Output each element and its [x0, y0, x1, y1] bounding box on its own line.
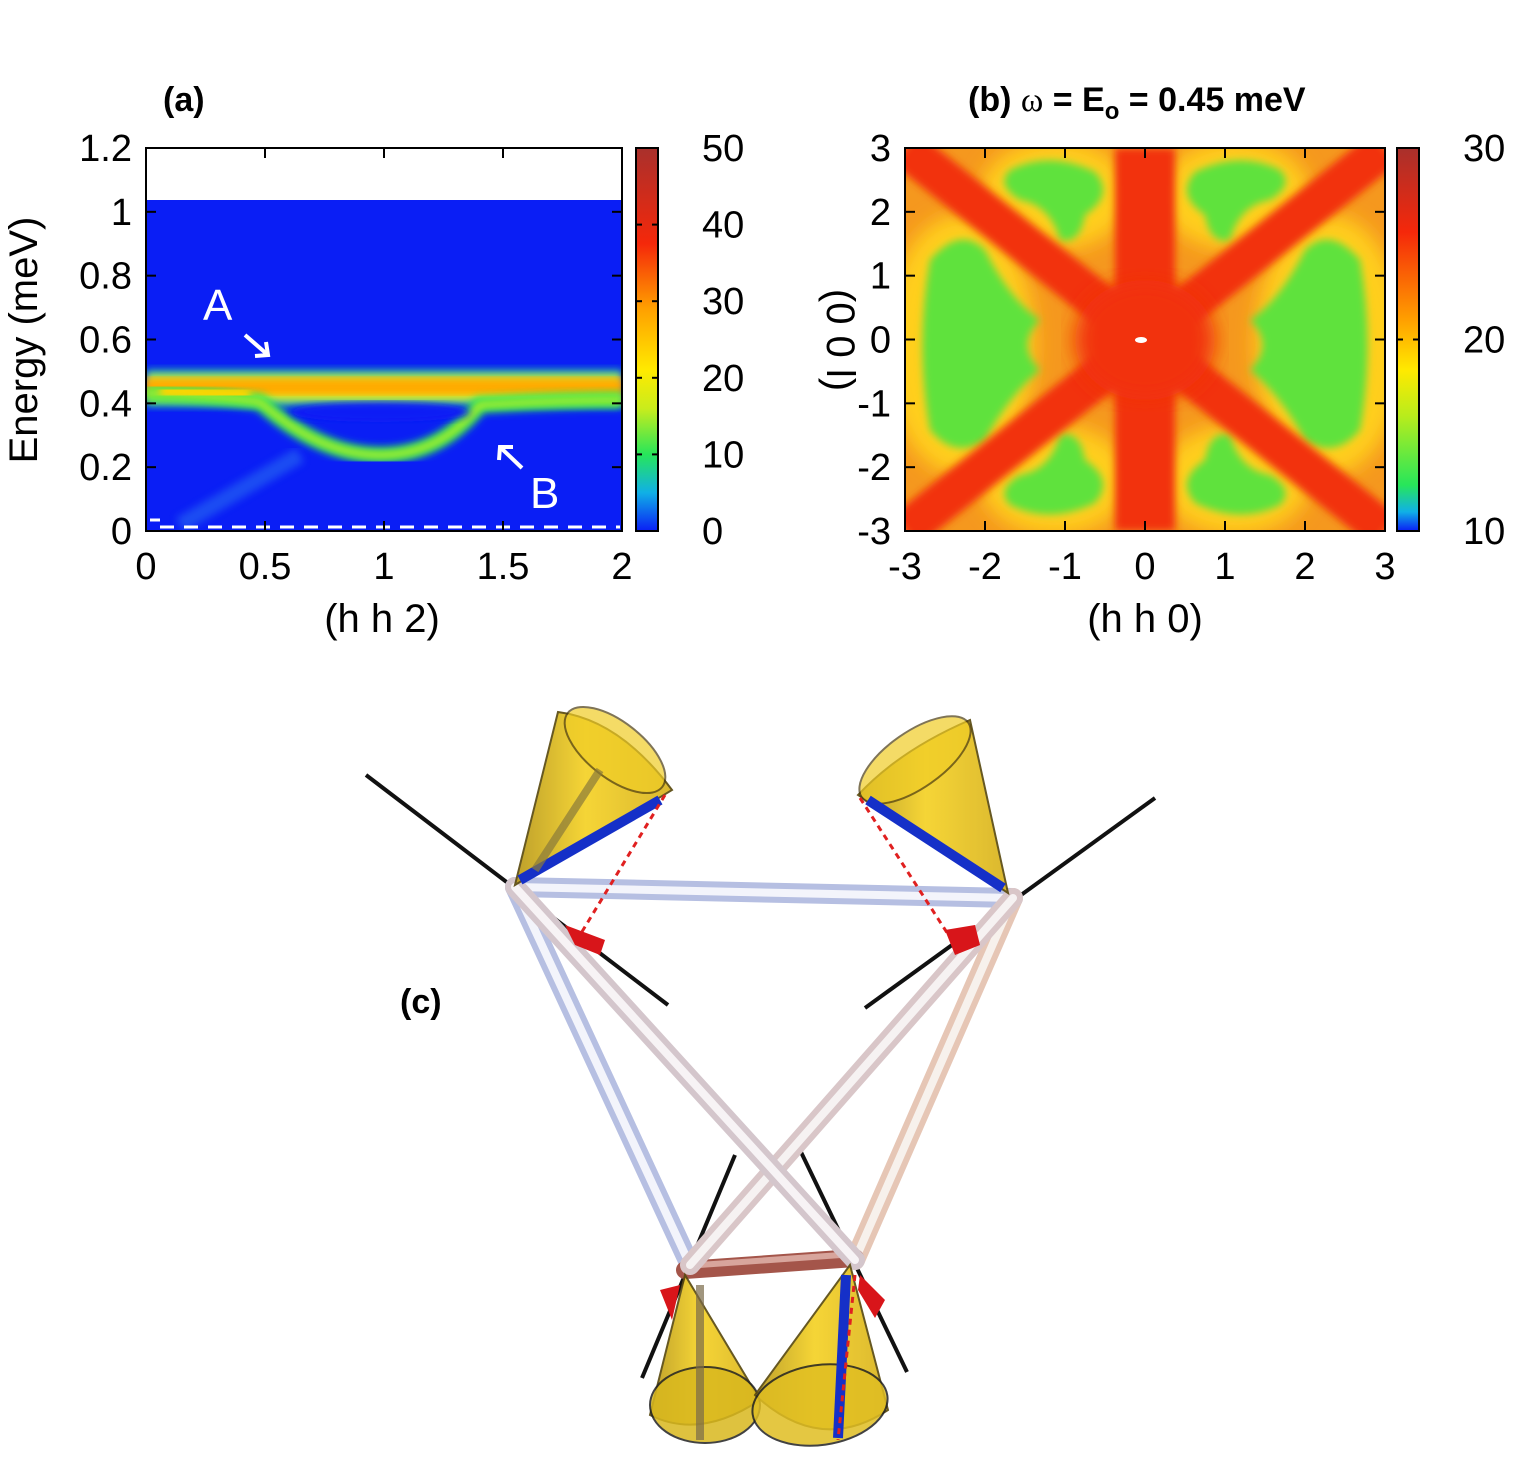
heatmap-a-bottom-dashes	[150, 518, 620, 529]
panel-b-tick-marks	[904, 147, 1386, 532]
y-tick-label: 2	[870, 192, 891, 234]
y-tick-label: 0.2	[79, 447, 132, 489]
cone-bottom-right	[751, 1262, 890, 1447]
x-tick-label: 1	[373, 546, 394, 588]
heatmap-b-center-point	[1135, 337, 1147, 343]
panel-b-label-eq: = E	[1043, 81, 1104, 119]
colorbar-tick-label: 0	[702, 511, 723, 553]
mode-a-core	[146, 378, 622, 394]
colorbar-tick-label: 10	[702, 434, 744, 476]
colorbar-tick-label: 30	[1463, 128, 1505, 170]
spin-arrow-top-right	[865, 795, 1006, 893]
red-arrow-bottom-left	[660, 1285, 680, 1320]
panel-a-y-tick-labels: 0 0.2 0.4 0.6 0.8 1 1.2	[79, 128, 132, 553]
y-tick-label: -1	[857, 383, 891, 425]
panel-b-heatmap	[905, 148, 1385, 531]
annotation-a: A	[203, 281, 233, 330]
x-tick-label: 0.5	[239, 546, 292, 588]
spin-arrow-top-left	[517, 795, 663, 885]
panel-a-tick-marks	[145, 147, 623, 532]
x-tick-label: -2	[968, 546, 1002, 588]
panel-a-colorbar	[635, 147, 659, 532]
x-tick-label: 2	[611, 546, 632, 588]
colorbar-tick-label: 50	[702, 128, 744, 170]
cone-bottom-left	[648, 1272, 762, 1444]
panel-b-x-tick-labels: -3 -2 -1 0 1 2 3	[888, 546, 1395, 588]
panel-b-label: (b) ω = Eo = 0.45 meV	[968, 81, 1306, 125]
x-tick-label: 0	[135, 546, 156, 588]
mode-gap	[290, 402, 470, 422]
colorbar-tick-label: 40	[702, 205, 744, 247]
local-axes	[364, 773, 1157, 1379]
x-tick-label: -3	[888, 546, 922, 588]
panel-a-heatmap	[146, 200, 622, 530]
y-tick-label: -2	[857, 447, 891, 489]
x-tick-label: -1	[1048, 546, 1082, 588]
red-arrow-top-right	[945, 925, 980, 955]
x-tick-label: 1.5	[477, 546, 530, 588]
mode-b-bright-left	[159, 383, 251, 402]
spin-arrow-bottom-right	[833, 1274, 851, 1439]
panel-a-xlabel: (h h 2)	[324, 597, 440, 641]
y-tick-label: 1	[111, 192, 132, 234]
y-tick-label: 0	[111, 511, 132, 553]
panel-b-label-sub: o	[1105, 98, 1120, 125]
y-tick-label: 1.2	[79, 128, 132, 170]
y-tick-label: 0.8	[79, 256, 132, 298]
x-tick-label: 3	[1374, 546, 1395, 588]
annotation-b: B	[530, 469, 559, 518]
panel-b-label-omega: ω	[1021, 82, 1043, 119]
y-tick-label: 0.4	[79, 383, 132, 425]
panel-a-x-tick-labels: 0 0.5 1 1.5 2	[135, 546, 632, 588]
panel-b-y-tick-labels: -3 -2 -1 0 1 2 3	[857, 128, 891, 553]
red-arrow-bottom-right	[858, 1275, 885, 1318]
y-tick-label: 3	[870, 128, 891, 170]
panel-c-label: (c)	[400, 983, 442, 1021]
panel-a: (a) 0 0.5 1 1.5 2 00.20.40.60.811.2 (h h 2) …	[2, 81, 744, 641]
cone-top-right	[856, 715, 1010, 955]
bond-bottom	[676, 1249, 864, 1279]
heatmap-a-background	[146, 200, 622, 530]
bond-top-highlight	[511, 883, 1017, 902]
heatmap-b-green-lobes	[922, 160, 1368, 515]
x-tick-label: 0	[1134, 546, 1155, 588]
arrow-a	[243, 333, 271, 358]
panel-c: (c)	[364, 705, 1157, 1447]
panel-b-xlabel: (h h 0)	[1087, 597, 1203, 641]
y-tick-label: 0.6	[79, 320, 132, 362]
panel-b: (b) ω = Eo = 0.45 meV	[818, 81, 1505, 641]
y-tick-label: 1	[870, 256, 891, 298]
colorbar-tick-label: 20	[1463, 320, 1505, 362]
arrow-b	[497, 445, 524, 470]
x-tick-label: 1	[1214, 546, 1235, 588]
panel-b-label-rest: = 0.45 meV	[1119, 81, 1306, 119]
panel-b-ylabel: (0 0 l)	[818, 289, 862, 391]
colorbar-tick-label: 30	[702, 281, 744, 323]
x-tick-label: 2	[1294, 546, 1315, 588]
red-arrow-top-left	[565, 925, 605, 955]
panel-b-label-prefix: (b)	[968, 81, 1021, 119]
cone-top-left	[513, 705, 674, 955]
panel-a-colorbar-ticks: 0 10 20 30 40 50	[636, 128, 744, 553]
y-tick-label: 0	[870, 320, 891, 362]
tetrahedron-bonds	[505, 877, 1023, 1279]
colorbar-tick-label: 10	[1463, 511, 1505, 553]
panel-a-label: (a)	[163, 81, 205, 119]
panel-b-colorbar-ticks: 10 20 30	[1397, 128, 1505, 553]
colorbar-tick-label: 20	[702, 358, 744, 400]
y-tick-label: -3	[857, 511, 891, 553]
panel-a-ylabel: Energy (meV)	[2, 217, 46, 464]
heatmap-a-faint-streak	[175, 448, 305, 530]
